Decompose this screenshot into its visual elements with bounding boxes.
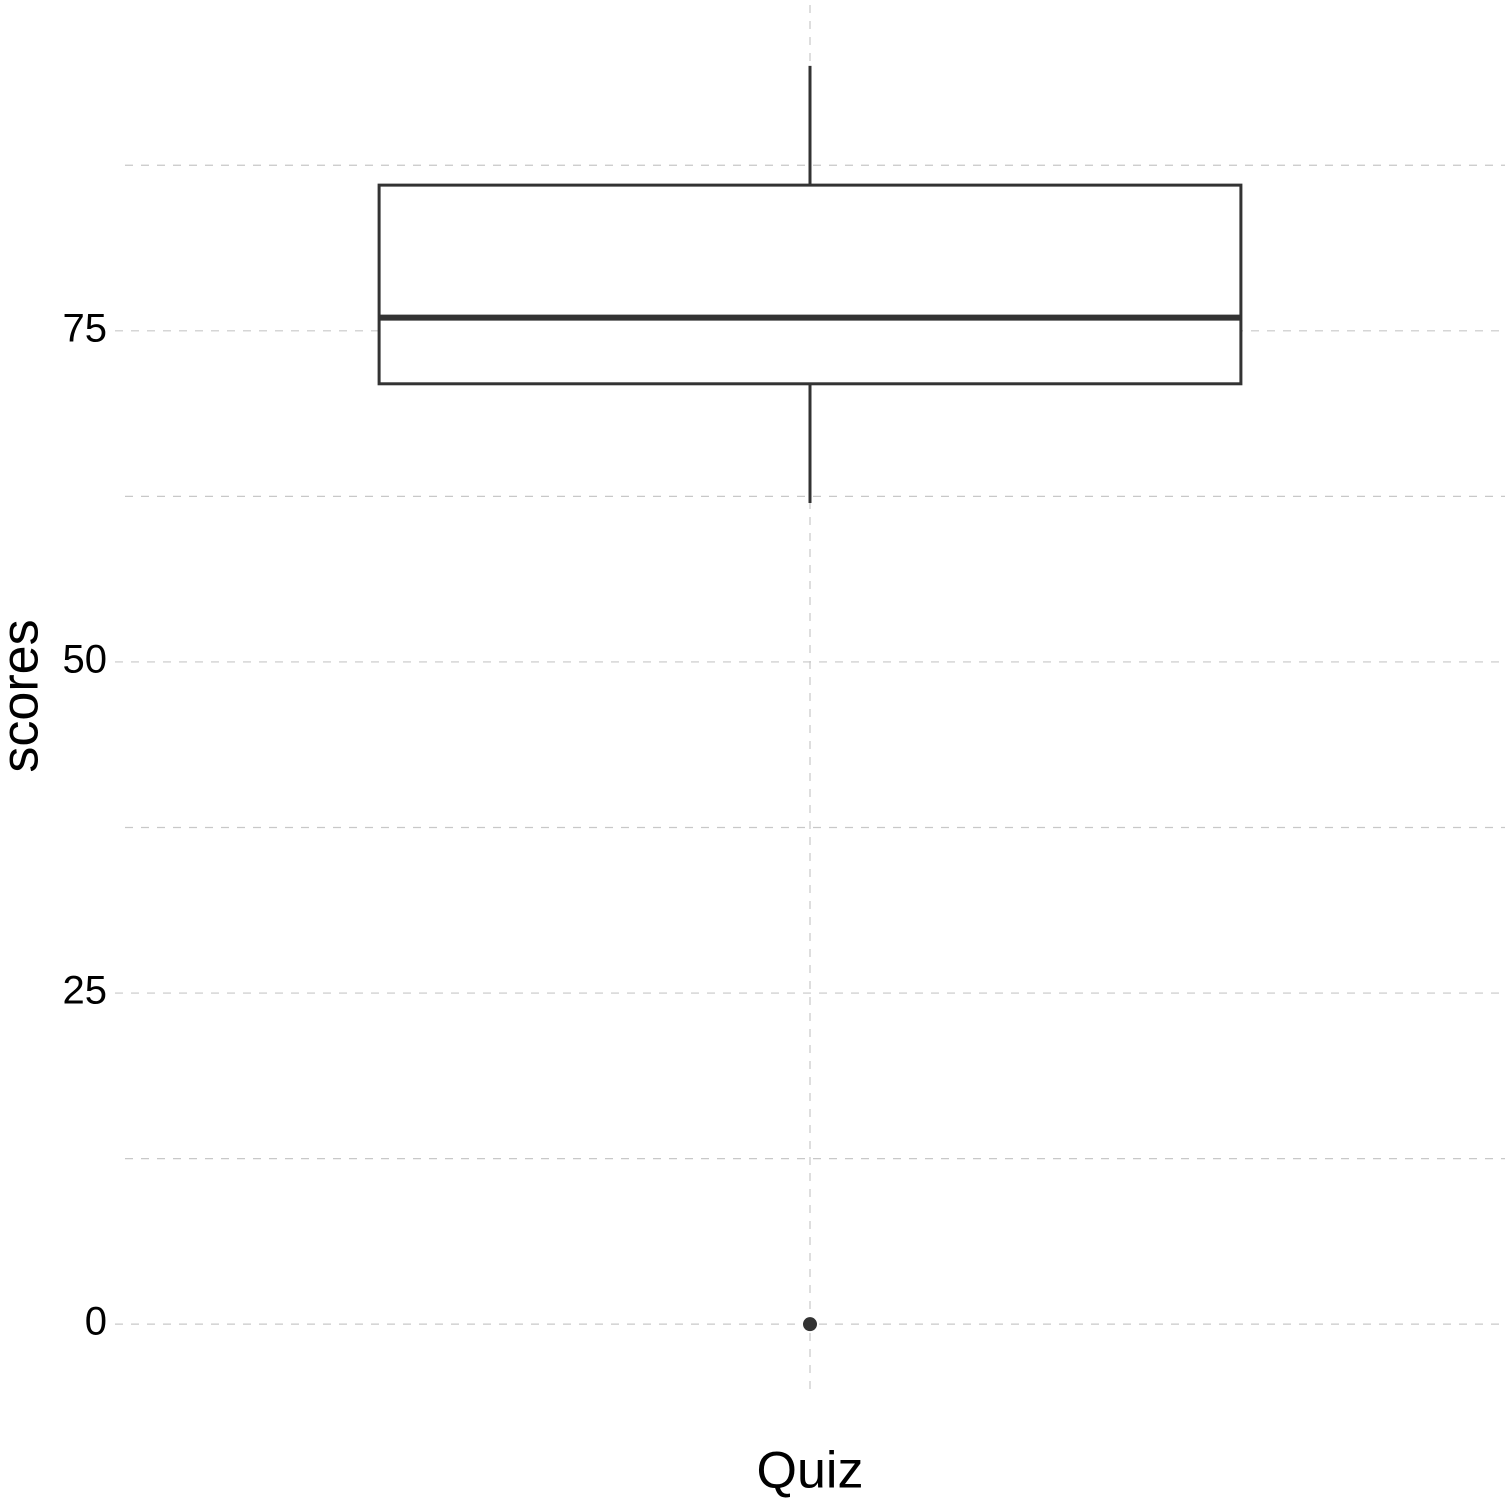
- box: [377, 183, 1243, 386]
- outlier: [803, 1317, 817, 1332]
- y-tick-label: 75: [63, 306, 108, 350]
- x-tick-label: Quiz: [757, 1442, 864, 1500]
- y-tick-label: 0: [85, 1300, 107, 1344]
- y-axis-title: scores: [0, 619, 50, 772]
- y-tick-label: 50: [63, 637, 108, 681]
- y-tick-label: 25: [63, 969, 108, 1013]
